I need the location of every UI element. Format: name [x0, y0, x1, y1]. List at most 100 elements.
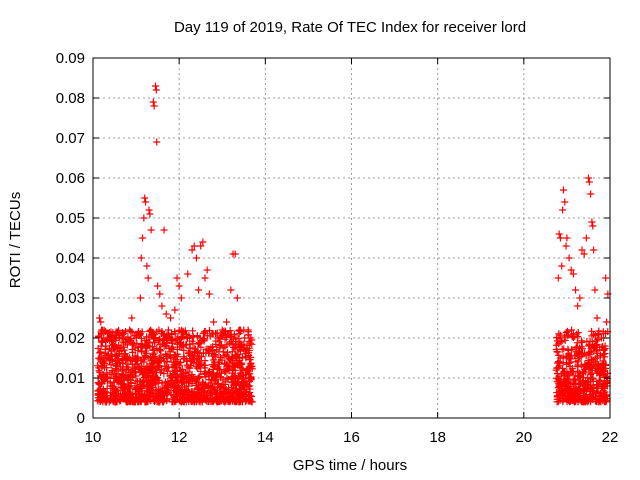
cluster-marker	[114, 370, 122, 378]
data-point	[603, 318, 611, 326]
cluster-marker	[593, 347, 601, 355]
cluster-marker	[132, 372, 140, 380]
cluster-marker	[194, 385, 202, 393]
cluster-marker	[149, 393, 157, 401]
cluster-marker	[106, 357, 114, 365]
cluster-marker	[601, 342, 609, 350]
cluster-marker	[162, 341, 170, 349]
data-point	[98, 326, 106, 334]
cluster-marker	[193, 378, 201, 386]
cluster-marker	[148, 362, 156, 370]
data-point	[585, 178, 593, 186]
cluster-marker	[593, 381, 601, 389]
cluster-marker	[565, 390, 573, 398]
cluster-marker	[189, 340, 197, 348]
data-point	[233, 294, 241, 302]
cluster-marker	[202, 397, 210, 405]
data-point	[167, 314, 175, 322]
cluster-marker	[602, 361, 610, 369]
cluster-marker	[123, 397, 131, 405]
cluster-marker	[564, 353, 572, 361]
data-point	[584, 174, 592, 182]
data-point	[143, 262, 151, 270]
cluster-marker	[177, 328, 185, 336]
data-point	[147, 226, 155, 234]
cluster-marker	[96, 385, 104, 393]
cluster-marker	[185, 379, 193, 387]
data-point	[100, 334, 108, 342]
cluster-marker	[152, 387, 160, 395]
cluster-marker	[148, 377, 156, 385]
cluster-marker	[595, 327, 603, 335]
y-tick-label: 0	[77, 410, 85, 427]
cluster-marker	[118, 334, 126, 342]
cluster-marker	[200, 385, 208, 393]
cluster-marker	[113, 328, 121, 336]
data-point	[104, 350, 112, 358]
cluster-marker	[553, 377, 561, 385]
cluster-marker	[149, 376, 157, 384]
data-point	[231, 250, 239, 258]
cluster-marker	[561, 387, 569, 395]
cluster-marker	[234, 378, 242, 386]
y-tick-label: 0.04	[56, 250, 85, 267]
data-point	[173, 274, 181, 282]
cluster-marker	[599, 367, 607, 375]
cluster-marker	[158, 340, 166, 348]
y-axis-ticks: 0 0.01 0.02 0.03 0.04 0.05 0.06 0.07 0.08 0.09	[56, 50, 610, 427]
data-point	[569, 270, 577, 278]
cluster-marker	[582, 352, 590, 360]
data-point	[210, 318, 218, 326]
data-point	[576, 294, 584, 302]
data-point	[111, 334, 119, 342]
cluster-marker	[139, 393, 147, 401]
cluster-marker	[156, 366, 164, 374]
dense-marker-clusters	[94, 326, 612, 406]
cluster-marker	[161, 391, 169, 399]
cluster-marker	[173, 371, 181, 379]
cluster-marker	[185, 334, 193, 342]
cluster-marker	[109, 391, 117, 399]
cluster-marker	[182, 368, 190, 376]
cluster-marker	[148, 356, 156, 364]
cluster-marker	[164, 334, 172, 342]
cluster-marker	[234, 360, 242, 368]
cluster-marker	[213, 387, 221, 395]
data-point	[141, 194, 149, 202]
cluster-marker	[162, 342, 170, 350]
cluster-marker	[125, 390, 133, 398]
cluster-marker	[552, 374, 560, 382]
cluster-marker	[174, 334, 182, 342]
cluster-marker	[99, 362, 107, 370]
cluster-marker	[128, 338, 136, 346]
cluster-marker	[188, 350, 196, 358]
data-point	[156, 290, 164, 298]
data-point	[199, 238, 207, 246]
cluster-marker	[107, 361, 115, 369]
cluster-marker	[172, 377, 180, 385]
cluster-marker	[197, 343, 205, 351]
cluster-marker	[575, 389, 583, 397]
cluster-marker	[143, 343, 151, 351]
cluster-marker	[234, 388, 242, 396]
data-point	[555, 230, 563, 238]
cluster-marker	[572, 379, 580, 387]
cluster-marker	[232, 341, 240, 349]
cluster-marker	[167, 354, 175, 362]
cluster-marker	[147, 385, 155, 393]
data-point	[145, 206, 153, 214]
cluster-marker	[561, 395, 569, 403]
x-tick-label: 20	[515, 429, 532, 446]
cluster-marker	[571, 372, 579, 380]
cluster-marker	[563, 360, 571, 368]
data-point	[171, 306, 179, 314]
cluster-marker	[168, 363, 176, 371]
data-point	[578, 246, 586, 254]
cluster-marker	[119, 330, 127, 338]
cluster-marker	[215, 348, 223, 356]
cluster-marker	[232, 354, 240, 362]
data-point	[214, 334, 222, 342]
cluster-marker	[140, 358, 148, 366]
cluster-marker	[197, 391, 205, 399]
cluster-marker	[141, 352, 149, 360]
